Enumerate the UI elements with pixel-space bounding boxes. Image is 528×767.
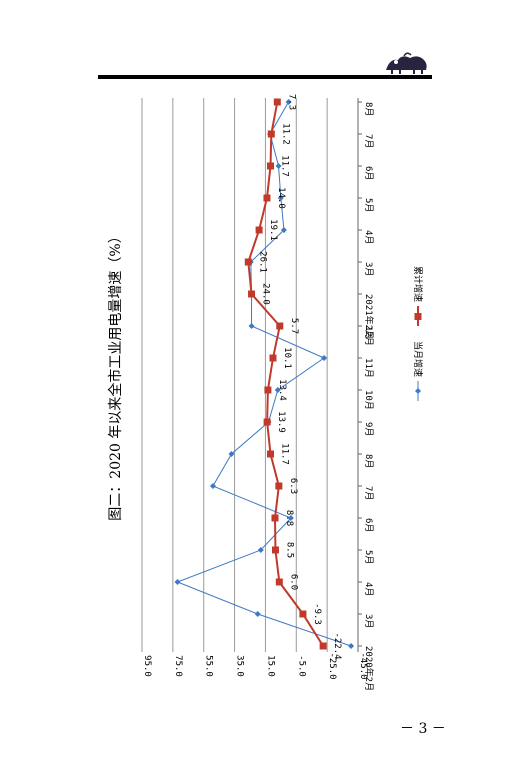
- category-label: 6月: [363, 166, 374, 180]
- category-label: 3月: [363, 614, 374, 628]
- legend-monthly-label: 当月增速: [412, 341, 424, 377]
- category-label: 9月: [363, 422, 374, 436]
- monthly-point: [248, 323, 255, 329]
- data-label: 24.0: [261, 283, 271, 305]
- monthly-point: [321, 355, 328, 361]
- legend-cumulative-marker: [414, 313, 422, 320]
- category-label: 2021年2月: [363, 294, 375, 339]
- data-label: 6.3: [288, 478, 298, 494]
- category-label: 5月: [363, 198, 374, 212]
- legend-monthly-marker: [415, 388, 421, 394]
- cumulative-series-line: [247, 101, 324, 647]
- monthly-point: [277, 195, 284, 201]
- data-label: 26.1: [257, 251, 267, 273]
- data-label: 11.2: [280, 123, 290, 145]
- data-label: 13.9: [276, 411, 286, 433]
- data-label: 6.0: [288, 574, 298, 590]
- data-label: 11.7: [280, 443, 290, 465]
- monthly-point: [257, 547, 264, 553]
- page-number: － 3 －: [400, 721, 446, 737]
- y-tick-label: -45.0: [358, 652, 368, 679]
- cumulative-point: [267, 162, 275, 170]
- cumulative-point: [255, 226, 263, 234]
- monthly-point: [209, 483, 216, 489]
- y-tick-label: 75.0: [173, 655, 183, 677]
- y-tick-label: -25.0: [327, 652, 337, 679]
- category-label: 3月: [363, 262, 374, 276]
- monthly-point: [280, 227, 287, 233]
- cumulative-point: [244, 258, 252, 266]
- y-tick-label: 35.0: [235, 655, 245, 677]
- category-label: 8月: [363, 102, 374, 116]
- data-label: -22.4: [332, 632, 342, 659]
- monthly-point: [275, 163, 282, 169]
- data-label: 5.7: [289, 318, 299, 334]
- cumulative-point: [269, 354, 277, 362]
- data-label: 10.1: [282, 347, 292, 369]
- cumulative-point: [248, 290, 256, 298]
- y-tick-label: 55.0: [204, 655, 214, 677]
- y-tick-label: 95.0: [142, 655, 152, 677]
- monthly-point: [174, 579, 181, 585]
- monthly-point: [287, 515, 294, 521]
- cumulative-point: [267, 130, 275, 138]
- cumulative-point: [319, 642, 327, 650]
- category-label: 4月: [363, 582, 374, 596]
- cumulative-point: [275, 578, 283, 586]
- cumulative-point: [299, 610, 307, 618]
- cumulative-point: [271, 514, 279, 522]
- header-rule: [98, 75, 432, 79]
- data-label: 14.0: [276, 187, 286, 209]
- monthly-series-line: [176, 101, 352, 647]
- data-label: 19.1: [268, 219, 278, 241]
- category-label: 6月: [363, 518, 374, 532]
- monthly-point: [274, 387, 281, 393]
- category-label: 5月: [363, 550, 374, 564]
- monthly-point: [285, 99, 292, 105]
- data-label: 8.5: [284, 542, 294, 558]
- cumulative-point: [276, 322, 284, 330]
- monthly-point: [348, 643, 355, 649]
- cumulative-point: [273, 98, 281, 106]
- data-label: 8.8: [284, 510, 294, 526]
- cumulative-point: [271, 546, 279, 554]
- cumulative-point: [264, 386, 272, 394]
- monthly-point: [254, 611, 261, 617]
- data-label: -9.3: [312, 603, 322, 625]
- category-label: 7月: [363, 486, 374, 500]
- data-label: 7.3: [286, 94, 296, 110]
- data-label: 13.4: [277, 379, 287, 401]
- y-tick-label: -5.0: [296, 655, 306, 677]
- category-label: 2020年2月: [363, 646, 375, 691]
- category-label: 10月: [363, 390, 374, 410]
- category-label: 11月: [363, 358, 374, 378]
- chart-title: 图二：2020 年以来全市工业用电量增速（%）: [107, 229, 124, 520]
- lion-logo-icon: [386, 52, 427, 74]
- category-label: 7月: [363, 134, 374, 148]
- cumulative-point: [275, 482, 283, 490]
- cumulative-point: [263, 418, 271, 426]
- y-tick-label: 15.0: [265, 655, 275, 677]
- data-label: 11.7: [280, 155, 290, 177]
- category-label: 8月: [363, 454, 374, 468]
- legend-cumulative-label: 累计增速: [412, 266, 424, 302]
- category-label: 4月: [363, 230, 374, 244]
- monthly-point: [228, 451, 235, 457]
- category-label: 12月: [363, 326, 374, 346]
- cumulative-point: [263, 194, 271, 202]
- cumulative-point: [267, 450, 275, 458]
